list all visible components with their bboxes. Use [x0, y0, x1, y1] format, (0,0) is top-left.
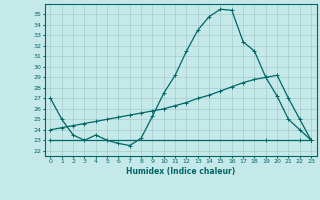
X-axis label: Humidex (Indice chaleur): Humidex (Indice chaleur) [126, 167, 236, 176]
